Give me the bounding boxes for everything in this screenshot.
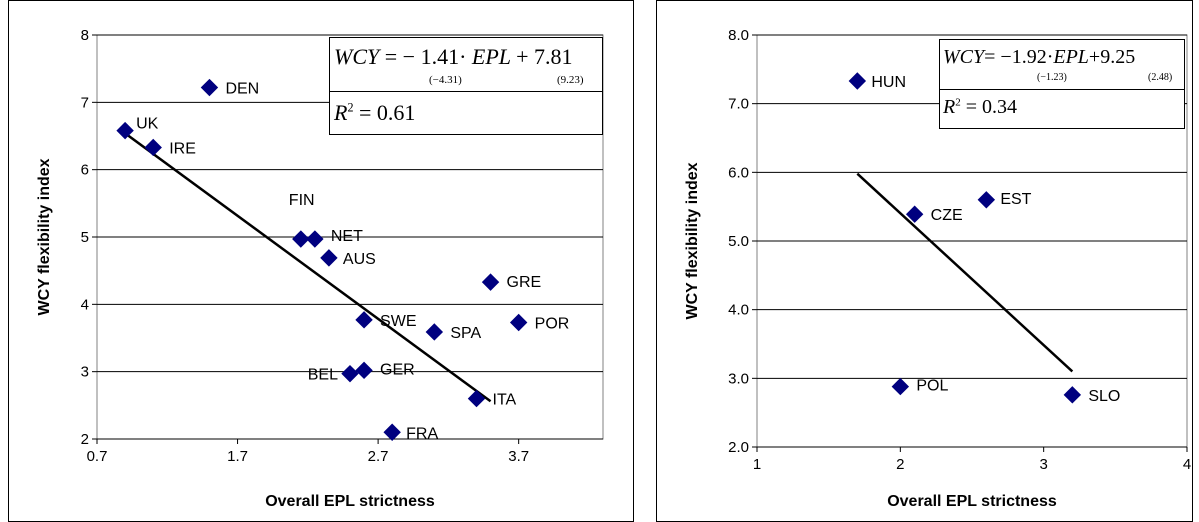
- left-point-label-ire: IRE: [169, 140, 196, 157]
- right-xtick-label-2: 3: [1039, 456, 1047, 473]
- left-point-label-ger: GER: [380, 361, 415, 378]
- left-equation-box: WCY = − 1.41· EPL + 7.81 (−4.31) (9.23) …: [329, 37, 603, 135]
- left-point-fin: [292, 230, 310, 248]
- right-slope-tstat: (−1.23): [1037, 72, 1067, 83]
- left-ytick-label-3: 5: [81, 229, 89, 246]
- left-y-axis-title: WCY flexibility index: [36, 158, 53, 315]
- left-point-label-spa: SPA: [450, 325, 481, 342]
- left-point-label-fra: FRA: [406, 425, 438, 442]
- right-ytick-label-2: 4.0: [728, 302, 749, 319]
- right-equation-box: WCY= −1.92·EPL+9.25 (−1.23) (2.48) R2 = …: [939, 39, 1185, 129]
- left-equation: WCY = − 1.41· EPL + 7.81: [334, 44, 573, 69]
- left-point-por: [509, 313, 528, 332]
- left-intercept-tstat: (9.23): [557, 74, 584, 86]
- left-ytick-label-2: 4: [81, 296, 89, 313]
- left-ytick-label-6: 8: [81, 27, 89, 44]
- left-regression-line: [124, 132, 492, 403]
- right-xtick-label-0: 1: [753, 456, 761, 473]
- left-point-label-ita: ITA: [493, 392, 517, 409]
- left-ytick-label-4: 6: [81, 162, 89, 179]
- left-point-label-gre: GRE: [507, 274, 542, 291]
- right-xtick-label-3: 4: [1183, 456, 1191, 473]
- left-ytick-label-5: 7: [81, 94, 89, 111]
- right-equation: WCY= −1.92·EPL+9.25: [943, 46, 1136, 68]
- right-point-label-est: EST: [1000, 191, 1031, 208]
- right-point-label-pol: POL: [916, 378, 948, 395]
- left-xtick-label-2: 2.7: [368, 448, 389, 465]
- right-equation-divider: [940, 89, 1184, 90]
- left-point-ire: [144, 138, 162, 157]
- left-chart-panel: 2 3 4 5 6 7 8 0.7 1.7 2.7 3.7 Overall EPL strictnes…: [8, 0, 634, 522]
- right-ytick-label-0: 2.0: [728, 439, 749, 456]
- left-point-label-fin: FIN: [289, 192, 315, 209]
- left-point-label-den: DEN: [225, 81, 259, 98]
- right-ytick-label-1: 3.0: [728, 370, 749, 387]
- right-point-cze: [905, 205, 924, 223]
- left-point-den: [200, 78, 219, 97]
- right-chart-panel: 2.0 3.0 4.0 5.0 6.0 7.0 8.0 1 2 3 4 Overall EPL str…: [656, 0, 1193, 522]
- left-point-fra: [383, 423, 401, 441]
- left-point-net: [306, 230, 324, 248]
- right-point-hun: [848, 72, 867, 90]
- right-point-label-hun: HUN: [871, 74, 906, 91]
- right-r-squared: R2 = 0.34: [943, 96, 1017, 118]
- left-point-uk: [116, 121, 134, 140]
- right-x-axis-title: Overall EPL strictness: [887, 493, 1057, 510]
- left-point-label-net: NET: [331, 228, 363, 245]
- right-y-axis-title: WCY flexibility index: [684, 162, 701, 319]
- left-point-ger: [355, 361, 373, 380]
- right-point-label-slo: SLO: [1088, 388, 1120, 405]
- right-ytick-label-6: 8.0: [728, 27, 749, 44]
- right-point-slo: [1063, 386, 1082, 404]
- left-point-label-aus: AUS: [343, 251, 376, 268]
- right-point-label-cze: CZE: [931, 207, 963, 224]
- left-xtick-label-0: 0.7: [87, 448, 108, 465]
- left-x-axis-title: Overall EPL strictness: [265, 493, 435, 510]
- left-xtick-label-3: 3.7: [508, 448, 529, 465]
- left-point-aus: [320, 249, 338, 267]
- left-point-bel: [341, 364, 359, 383]
- left-point-label-uk: UK: [136, 116, 159, 133]
- left-slope-tstat: (−4.31): [429, 74, 462, 86]
- left-ytick-label-0: 2: [81, 431, 89, 448]
- right-point-pol: [891, 377, 910, 396]
- right-ytick-label-3: 5.0: [728, 233, 749, 250]
- left-xtick-label-1: 1.7: [227, 448, 248, 465]
- left-equation-divider: [330, 91, 602, 92]
- right-intercept-tstat: (2.48): [1148, 72, 1173, 83]
- left-r-squared: R2 = 0.61: [334, 100, 416, 125]
- right-ytick-label-5: 7.0: [728, 96, 749, 113]
- left-ytick-label-1: 3: [81, 364, 89, 381]
- left-point-spa: [425, 323, 444, 341]
- left-point-label-por: POR: [535, 316, 570, 333]
- left-point-ita: [467, 389, 486, 408]
- left-point-gre: [481, 273, 500, 291]
- right-regression-line: [856, 172, 1074, 373]
- right-xtick-label-1: 2: [896, 456, 904, 473]
- left-point-label-bel: BEL: [308, 367, 338, 384]
- right-ytick-label-4: 6.0: [728, 164, 749, 181]
- left-point-label-swe: SWE: [380, 313, 416, 330]
- right-point-est: [977, 191, 996, 209]
- right-chart: 2.0 3.0 4.0 5.0 6.0 7.0 8.0 1 2 3 4 Overall EPL str…: [684, 27, 1191, 510]
- left-point-swe: [355, 311, 373, 329]
